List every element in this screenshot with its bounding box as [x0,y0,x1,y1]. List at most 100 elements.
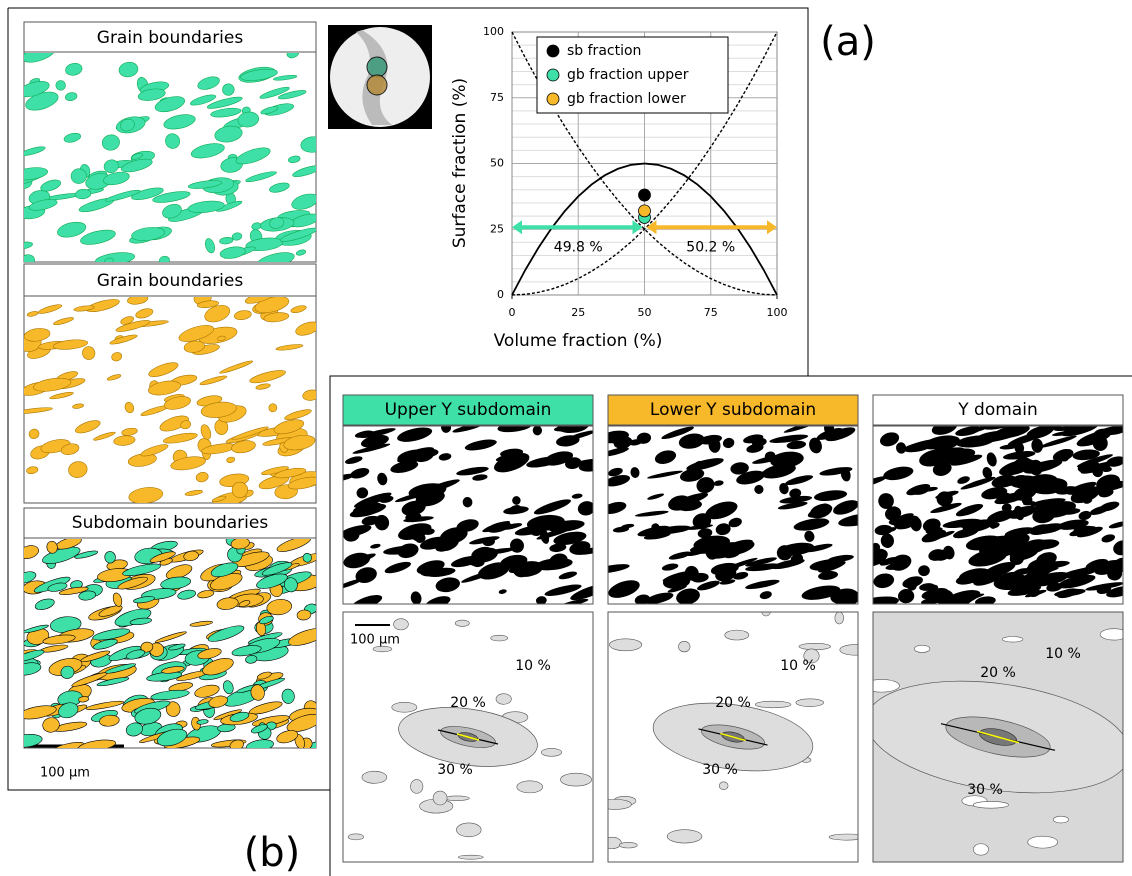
grain [874,524,893,536]
grain [165,701,181,717]
grain [261,562,293,576]
grain [469,558,482,566]
contour-islet [873,679,900,693]
grain [74,550,98,559]
grain [1013,568,1031,576]
grain [112,592,123,607]
grain [120,118,135,132]
grain [981,487,1008,500]
grain [351,595,383,604]
map-frame [872,425,1124,605]
grain [654,450,677,464]
grain [274,467,307,479]
grain [148,362,179,377]
grain [72,403,84,409]
grain [235,147,271,165]
grain [895,442,907,454]
grain [532,426,542,436]
grain [350,553,376,564]
grain [825,427,856,442]
grain [42,634,76,645]
grain [813,490,848,502]
chart: Volume fraction (%) Surface fraction (%)… [450,25,788,351]
grain [60,443,80,455]
grain [930,502,962,514]
grain [932,461,952,476]
y-tick-label: 25 [490,222,504,235]
bottom-panels: Upper Y subdomain Lower Y subdomain Y do… [342,394,1124,426]
grain [942,518,982,529]
contour-islet [1001,636,1024,643]
grain [890,554,912,571]
grain [92,628,130,641]
grain [918,565,930,577]
grain [288,155,301,164]
grain [636,432,652,444]
axis-line [976,730,1020,744]
grain [208,695,228,708]
grain [733,571,749,580]
grain [246,739,274,748]
grain [24,167,48,181]
grain [261,466,289,475]
grain [160,576,191,590]
grain [994,492,1027,505]
grain [115,320,151,332]
grain [152,191,191,203]
grain [104,257,114,262]
grain [435,577,460,593]
grain [219,246,246,259]
grain [245,655,258,664]
grain [140,641,154,653]
grain [686,458,724,471]
grain [245,171,277,182]
grain [498,589,507,594]
grain [217,335,226,342]
grain [128,487,164,503]
grain [752,453,791,464]
grain [131,227,165,242]
grain [1072,449,1100,461]
map-frame [342,425,594,605]
grain [438,453,452,461]
grain [117,576,148,590]
contour-islet [618,842,638,849]
grain [935,490,959,499]
grain [24,545,39,560]
grain [1099,501,1120,512]
grain [1051,430,1080,436]
grain [197,76,220,90]
grain [202,658,234,676]
panel-label-a: (a) [820,19,876,65]
grain [345,456,363,465]
grain [928,549,946,561]
grain [283,577,298,593]
grain [777,501,808,510]
grain [78,590,97,601]
grain [696,545,718,553]
grain [216,200,243,212]
grain [113,435,136,446]
grain [708,437,721,453]
grain [1031,438,1043,453]
grain [637,525,670,537]
grain [168,643,186,651]
contour-label: 30 % [437,762,473,778]
contour-label: 10 % [1045,646,1081,662]
grain [295,321,316,336]
grain [558,571,578,580]
grain [955,426,981,436]
contour-islet [432,790,448,806]
grain [65,63,83,76]
grain [197,590,215,599]
grain [134,707,162,725]
grain [715,523,731,536]
grain [1053,426,1084,431]
grain [1032,507,1055,524]
grain [111,352,123,362]
map-texture [608,426,858,604]
grain [296,609,312,621]
grain [286,53,300,59]
grain [256,252,295,262]
grain [1055,486,1078,495]
